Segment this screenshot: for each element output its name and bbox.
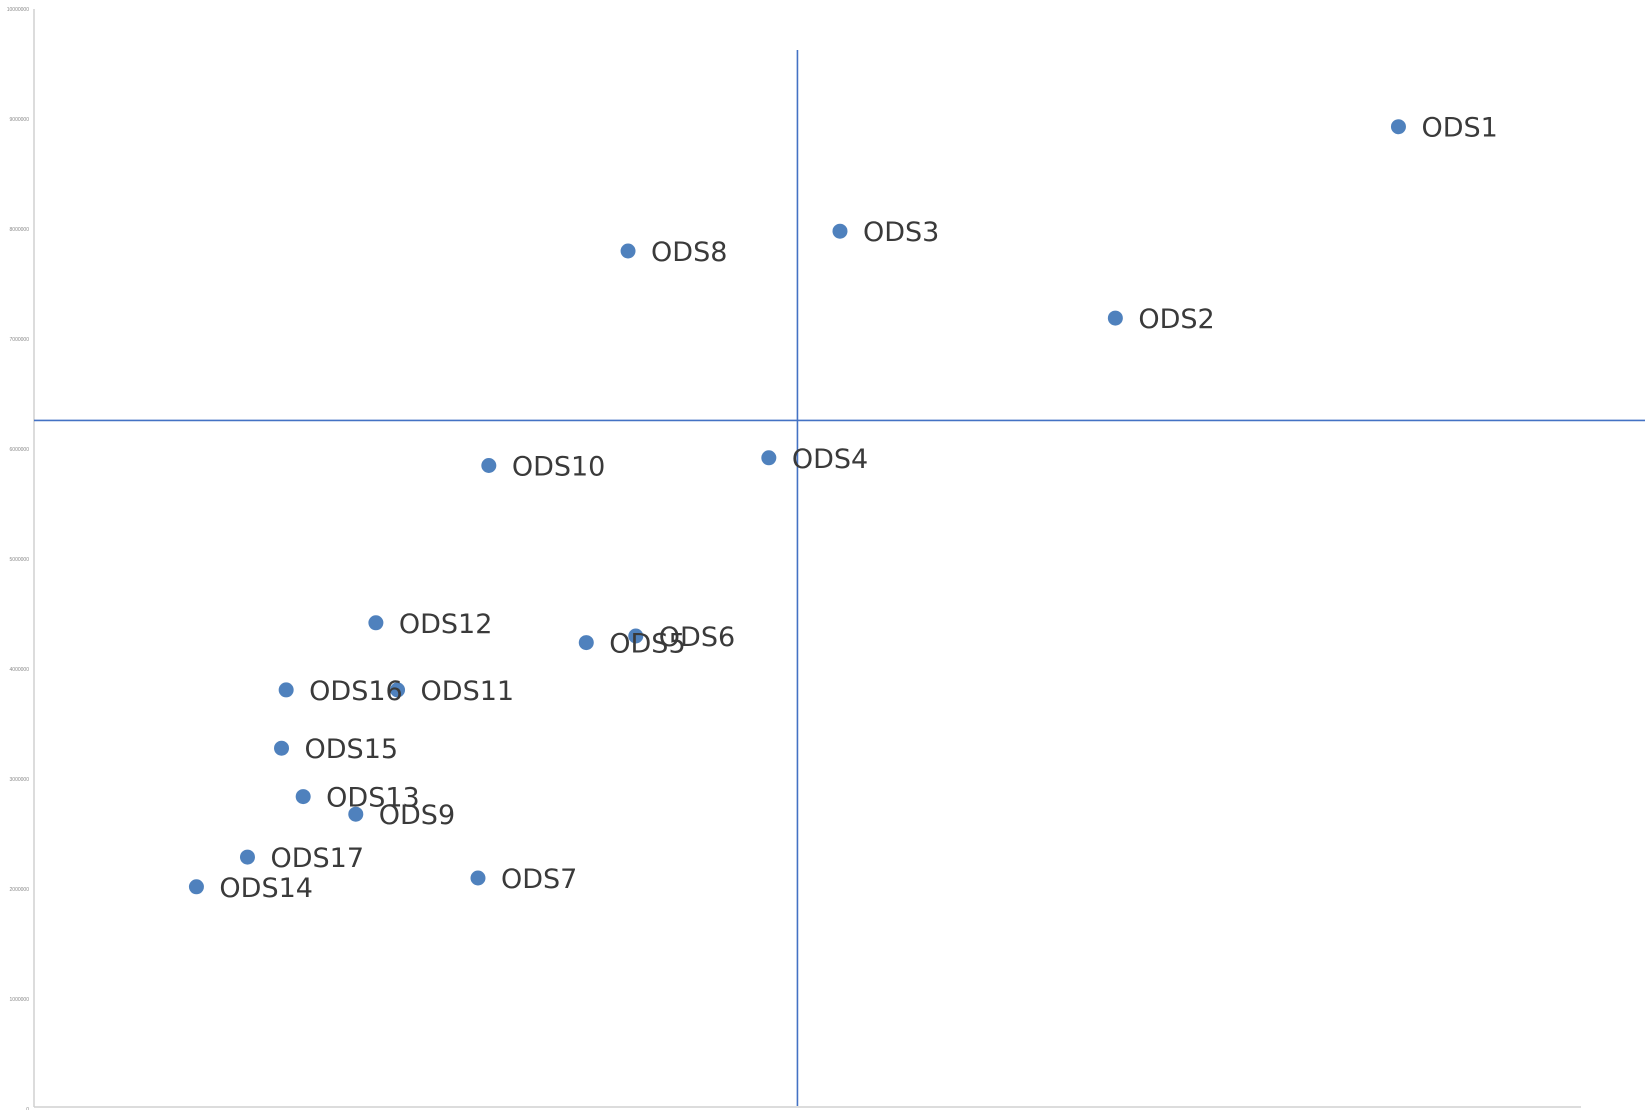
data-point-ods14 [188, 879, 204, 895]
y-tick-label: 2000000 [10, 887, 30, 893]
data-point-ods10 [481, 458, 497, 473]
data-label-ods15: ODS15 [305, 734, 399, 765]
data-label-ods6: ODS6 [659, 622, 735, 653]
point-labels: ODS1ODS2ODS3ODS4ODS5ODS6ODS7ODS8ODS9ODS1… [219, 113, 1497, 904]
data-label-ods17: ODS17 [270, 843, 364, 874]
data-point-ods11 [390, 682, 406, 698]
data-label-ods8: ODS8 [651, 237, 727, 268]
y-tick-label: 5000000 [10, 557, 30, 563]
y-tick-label: 4000000 [10, 667, 30, 673]
data-point-ods1 [1390, 119, 1406, 135]
data-point-ods6 [628, 628, 644, 644]
data-label-ods10: ODS10 [512, 452, 606, 483]
data-point-ods16 [278, 682, 294, 698]
data-point-ods5 [578, 635, 594, 651]
data-label-ods5: ODS5 [609, 629, 685, 660]
data-point-ods9 [348, 806, 364, 822]
data-point-ods13 [295, 789, 311, 805]
data-point-ods8 [620, 243, 636, 259]
data-point-ods17 [239, 849, 255, 865]
data-point-ods3 [832, 223, 848, 239]
data-points [188, 119, 1406, 895]
data-label-ods4: ODS4 [792, 444, 868, 475]
data-label-ods11: ODS11 [421, 676, 515, 707]
data-label-ods7: ODS7 [501, 864, 577, 895]
y-tick-label: 0 [26, 1107, 29, 1110]
y-tick-label: 3000000 [10, 777, 30, 783]
data-label-ods12: ODS12 [399, 609, 493, 640]
y-tick-label: 6000000 [10, 447, 30, 453]
axes: 0 1000000 2000000 3000000 4000000 5000000 6000… [7, 7, 1581, 1110]
y-tick-label: 7000000 [10, 337, 30, 343]
y-tick-label: 9000000 [10, 117, 30, 123]
data-point-ods4 [761, 450, 777, 466]
y-tick-label: 1000000 [10, 997, 30, 1003]
data-label-ods14: ODS14 [219, 873, 313, 904]
data-point-ods7 [470, 870, 486, 886]
data-label-ods9: ODS9 [379, 800, 455, 831]
data-label-ods16: ODS16 [309, 676, 403, 707]
data-point-ods12 [368, 615, 384, 631]
data-label-ods1: ODS1 [1421, 113, 1497, 144]
quadrant-lines [34, 50, 1645, 1106]
data-label-ods3: ODS3 [863, 217, 939, 248]
data-point-ods15 [274, 740, 290, 756]
y-tick-label: 8000000 [10, 227, 30, 233]
y-tick-label: 10000000 [7, 7, 29, 13]
data-point-ods2 [1107, 310, 1123, 326]
data-label-ods2: ODS2 [1138, 304, 1214, 335]
data-label-ods13: ODS13 [326, 783, 420, 814]
